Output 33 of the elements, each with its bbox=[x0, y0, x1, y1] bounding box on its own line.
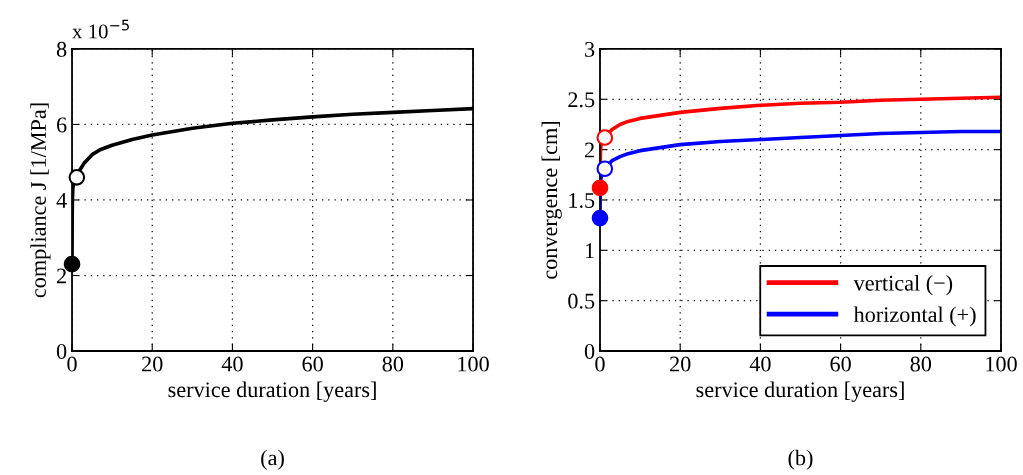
x-tick-label: 80 bbox=[382, 356, 404, 372]
y-tick-label: 2.5 bbox=[568, 92, 595, 108]
x-tick-label: 100 bbox=[986, 356, 1017, 372]
legend-label: horizontal (+) bbox=[853, 306, 976, 327]
x-axis-title: service duration [years] bbox=[168, 381, 376, 402]
y-tick-label: 3 bbox=[585, 41, 595, 57]
y-tick-label: 1.5 bbox=[569, 193, 595, 208]
text: (a) bbox=[261, 449, 284, 470]
y-tick-label: 2 bbox=[584, 142, 594, 158]
text: (b) bbox=[788, 449, 813, 470]
x-tick-label: 40 bbox=[749, 356, 771, 372]
x-tick-label: 60 bbox=[302, 356, 323, 372]
y-tick-label: 0.5 bbox=[568, 293, 595, 309]
x-tick-label: 0 bbox=[67, 356, 77, 372]
y-axis-title: convergence [cm] bbox=[541, 121, 562, 279]
y-tick-label: 2 bbox=[57, 268, 66, 284]
legend-label: vertical (−) bbox=[853, 275, 953, 296]
y-tick-label: 1 bbox=[585, 243, 594, 259]
y-tick-label: 0 bbox=[56, 343, 67, 359]
x-tick-label: 20 bbox=[142, 356, 163, 372]
x-tick-label: 20 bbox=[670, 356, 691, 372]
x-axis-title: service duration [years] bbox=[696, 381, 904, 402]
text: x 10$^{−5}$ bbox=[72, 19, 129, 39]
x-tick-label: 0 bbox=[595, 356, 605, 372]
x-tick-label: 100 bbox=[458, 356, 489, 372]
y-tick-label: 6 bbox=[57, 117, 67, 133]
y-tick-label: 4 bbox=[56, 193, 67, 208]
y-tick-label: 0 bbox=[584, 343, 595, 359]
x-tick-label: 80 bbox=[910, 356, 932, 372]
x-tick-label: 60 bbox=[830, 356, 851, 372]
x-tick-label: 40 bbox=[221, 356, 243, 372]
y-tick-label: 8 bbox=[56, 41, 67, 57]
y-axis-title: compliance J [1/MPa] bbox=[30, 103, 51, 298]
